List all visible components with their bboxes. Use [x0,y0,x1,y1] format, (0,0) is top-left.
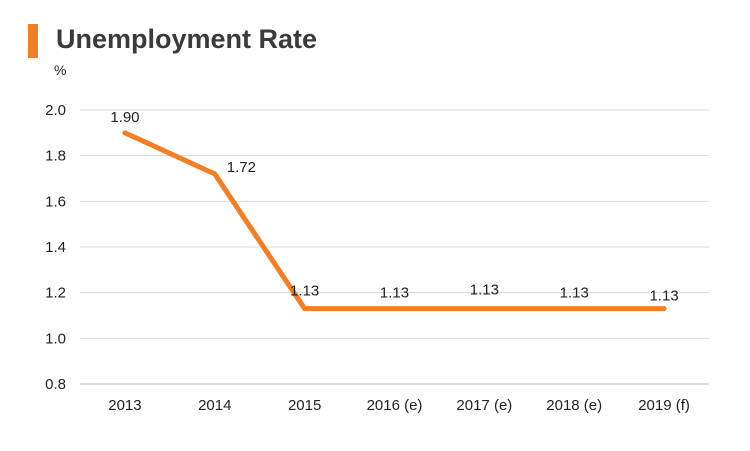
data-label: 1.13 [560,285,589,302]
y-tick-label: 0.8 [45,376,66,393]
x-tick-label: 2014 [198,397,231,414]
data-label: 1.90 [110,109,139,126]
y-tick-label: 1.2 [45,285,66,302]
data-label: 1.13 [649,288,678,305]
x-tick-label: 2013 [108,397,141,414]
x-tick-label: 2017 (e) [456,397,512,414]
x-tick-label: 2018 (e) [546,397,602,414]
y-tick-label: 1.0 [45,330,66,347]
x-tick-label: 2016 (e) [367,397,423,414]
y-tick-label: 2.0 [45,102,66,119]
data-label: 1.13 [290,283,319,300]
y-tick-label: 1.4 [45,239,66,256]
data-label: 1.13 [470,282,499,299]
data-label: 1.72 [227,159,256,176]
chart-title: Unemployment Rate [56,24,318,54]
y-tick-label: 1.6 [45,193,66,210]
y-tick-label: 1.8 [45,148,66,165]
x-tick-label: 2015 [288,397,321,414]
data-label: 1.13 [380,285,409,302]
title-accent-bar [28,24,38,58]
x-tick-label: 2019 (f) [638,397,690,414]
series-line [122,130,667,312]
y-axis-unit: % [54,62,67,78]
